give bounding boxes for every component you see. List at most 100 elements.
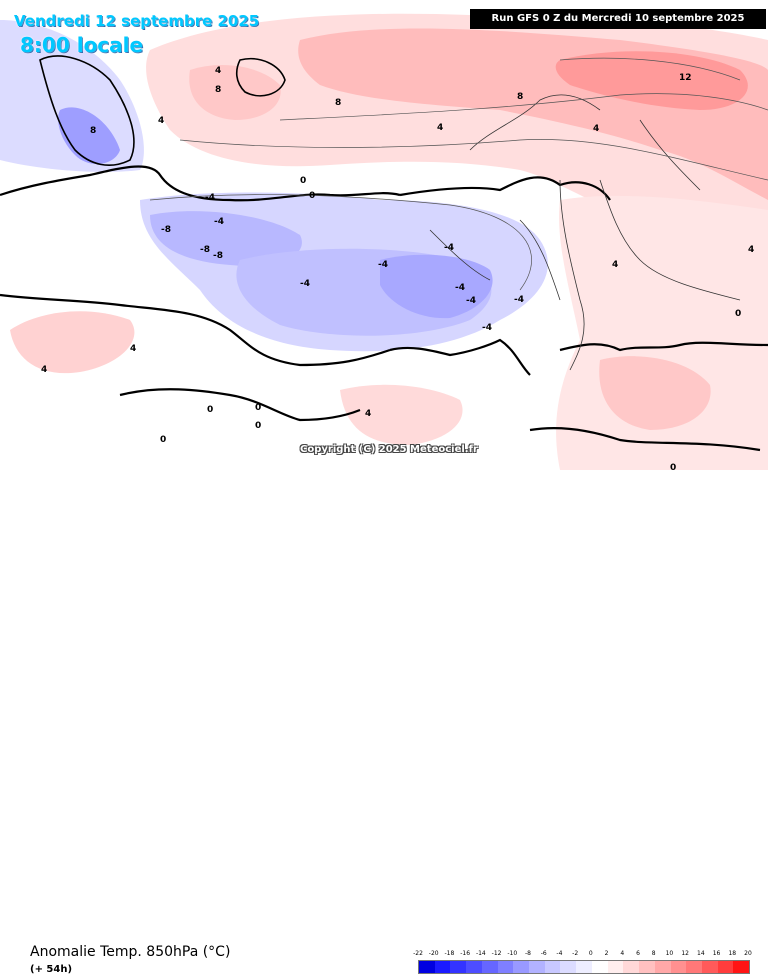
svg-text:0: 0 [670, 463, 676, 470]
scale-swatch [607, 961, 624, 973]
scale-swatch [481, 961, 498, 973]
scale-swatch [701, 961, 718, 973]
model-run-info: Run GFS 0 Z du Mercredi 10 septembre 202… [470, 9, 766, 29]
scale-tick-label: 20 [744, 950, 752, 957]
scale-swatch [419, 961, 435, 973]
svg-text:4: 4 [748, 245, 754, 255]
svg-text:-8: -8 [161, 225, 171, 235]
scale-swatch [513, 961, 530, 973]
scale-tick-label: -6 [540, 950, 547, 957]
svg-text:4: 4 [130, 344, 136, 354]
scale-swatch [576, 961, 592, 973]
scale-swatch [466, 961, 482, 973]
scale-swatch [529, 961, 545, 973]
scale-tick-label: 18 [728, 950, 737, 957]
scale-tick-label: -18 [444, 950, 455, 957]
greenland-coast [39, 55, 286, 166]
warm-anomaly-sahara [340, 384, 463, 445]
svg-text:8: 8 [335, 98, 341, 108]
scale-tick-label: 8 [651, 950, 656, 957]
scale-tick-label: 4 [620, 950, 625, 957]
svg-text:-8: -8 [213, 251, 223, 261]
scale-swatch [623, 961, 640, 973]
cold-anomaly-core [150, 211, 302, 266]
scale-tick-label: 0 [588, 950, 593, 957]
svg-text:0: 0 [160, 435, 166, 445]
scale-tick-label: -2 [572, 950, 579, 957]
anomaly-contours [149, 57, 768, 291]
svg-text:-4: -4 [482, 323, 492, 333]
scale-swatch [591, 961, 608, 973]
scale-swatch [639, 961, 655, 973]
svg-text:-8: -8 [200, 245, 210, 255]
scale-swatch [686, 961, 702, 973]
svg-text:0: 0 [255, 403, 261, 413]
svg-text:-4: -4 [205, 193, 215, 203]
svg-text:0: 0 [255, 421, 261, 431]
contour-labels: 4 8 12 0 -4 -8 4 8 4 -4 0 0 -4 -8 -8 -4 … [41, 66, 754, 470]
scale-swatch [450, 961, 467, 973]
scale-tick-label: -10 [507, 950, 518, 957]
svg-text:0: 0 [300, 176, 306, 186]
color-scale-labels: -22 -20 -18 -16 -14 -12 -10 -8 -6 -4 -2 0 2 4 6 8 10 12 14… [413, 950, 752, 959]
svg-text:8: 8 [517, 92, 523, 102]
lead-time: (+ 54h) [30, 964, 73, 975]
svg-text:4: 4 [365, 409, 371, 419]
scale-tick-label: 10 [665, 950, 674, 957]
svg-text:4: 4 [593, 124, 599, 134]
scale-tick-label: -16 [460, 950, 471, 957]
parameter-title: Anomalie Temp. 850hPa (°C) [30, 944, 231, 960]
scale-tick-label: 14 [697, 950, 705, 957]
scale-tick-label: 2 [604, 950, 609, 957]
scale-swatch [544, 961, 561, 973]
copyright-notice: Copyright (C) 2025 Meteociel.fr [300, 444, 478, 455]
svg-text:8: 8 [90, 126, 96, 136]
svg-text:4: 4 [612, 260, 618, 270]
svg-text:-4: -4 [378, 260, 388, 270]
scale-tick-label: 16 [712, 950, 721, 957]
borders [429, 94, 741, 371]
warm-anomaly-arctic-core [555, 51, 748, 110]
scale-swatch [670, 961, 687, 973]
scale-tick-label: -4 [556, 950, 563, 957]
svg-text:4: 4 [215, 66, 221, 76]
scale-swatch [733, 961, 750, 973]
svg-text:-4: -4 [466, 296, 476, 306]
svg-text:-4: -4 [514, 295, 524, 305]
cold-anomaly-greenland [58, 107, 120, 165]
temperature-anomaly-map: 4 8 12 0 -4 -8 4 8 4 -4 0 0 -4 -8 -8 -4 … [0, 0, 768, 470]
scale-tick-label: -14 [475, 950, 486, 957]
scale-swatch [434, 961, 451, 973]
svg-text:-4: -4 [300, 279, 310, 289]
scale-tick-label: -22 [413, 950, 423, 957]
svg-text:4: 4 [41, 365, 47, 375]
scale-tick-label: 12 [681, 950, 689, 957]
scale-tick-label: -20 [428, 950, 439, 957]
svg-text:8: 8 [215, 85, 221, 95]
cold-anomaly-core-3 [380, 254, 493, 319]
scale-swatch [717, 961, 734, 973]
svg-text:0: 0 [207, 405, 213, 415]
coastlines [0, 165, 768, 452]
warm-anomaly-iceland [189, 65, 281, 120]
svg-text:-4: -4 [444, 243, 454, 253]
warm-anomaly-atlantic-sw [10, 311, 135, 374]
forecast-valid-time: 8:00 locale [20, 33, 144, 57]
footer-bar: Anomalie Temp. 850hPa (°C) (+ 54h) -22 -2… [0, 470, 768, 975]
scale-tick-label: -12 [491, 950, 502, 957]
svg-text:0: 0 [309, 191, 315, 201]
warm-anomaly-greece [599, 356, 711, 430]
svg-text:4: 4 [158, 116, 164, 126]
scale-swatch [560, 961, 577, 973]
svg-text:-4: -4 [455, 283, 465, 293]
svg-text:12: 12 [679, 73, 692, 83]
svg-text:0: 0 [735, 309, 741, 319]
svg-text:4: 4 [437, 123, 443, 133]
color-scale-bar [418, 960, 750, 974]
forecast-valid-date: Vendredi 12 septembre 2025 [14, 12, 260, 30]
scale-swatch [497, 961, 514, 973]
scale-tick-label: -8 [525, 950, 531, 957]
scale-swatch [654, 961, 671, 973]
scale-tick-label: 6 [636, 950, 640, 957]
svg-text:-4: -4 [214, 217, 224, 227]
